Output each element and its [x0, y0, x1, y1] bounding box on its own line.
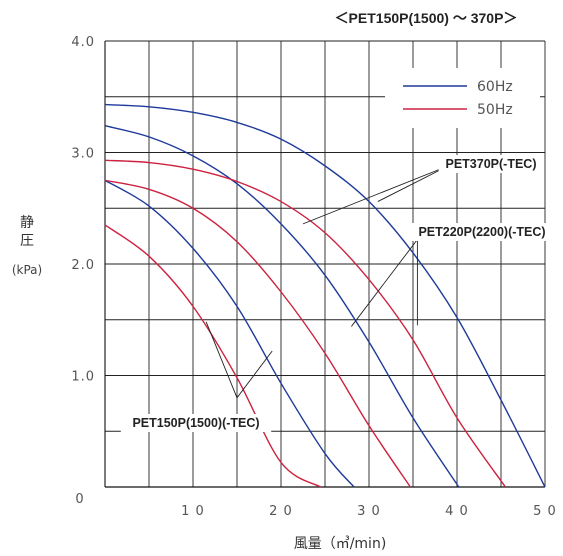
x-tick-label: 0	[75, 492, 84, 507]
annotation-leader-line	[377, 165, 449, 202]
annotation-leader-line	[302, 165, 449, 225]
annotations: PET370P(-TEC) PET220P(2200)(-TEC) PET150P(…	[120, 155, 558, 432]
annotation-label-bg	[120, 414, 272, 432]
y-axis-label: 静 圧 (kPa)	[12, 215, 42, 277]
series-line-pet220p-2200-tec-hz50	[104, 179, 411, 488]
annotation-label-bg	[438, 155, 544, 173]
annotation-label: PET220P(2200)(-TEC)	[418, 225, 545, 239]
tick-labels: 1.0 2.0 3.0 4.0 0 1 0 2 0 3 0 4 0 5 0	[71, 35, 557, 519]
y-tick-label: 3.0	[71, 147, 95, 162]
legend-box	[385, 68, 540, 128]
legend-label-50hz: 50Hz	[477, 102, 513, 118]
x-axis-label: 風量（㎥/min)	[294, 536, 387, 552]
series-line-pet150p-1500-tec-hz60	[104, 179, 355, 488]
series-line-pet370p-tec-hz50	[104, 159, 506, 488]
series-line-pet220p-2200-tec-hz60	[104, 125, 460, 488]
x-tick-label: 1 0	[181, 504, 205, 519]
y-tick-label: 2.0	[71, 258, 95, 273]
y-tick-label: 4.0	[71, 35, 95, 50]
y-tick-label: 1.0	[71, 370, 95, 385]
annotation-leader-line	[236, 350, 273, 399]
series-line-pet150p-1500-tec-hz50	[104, 224, 321, 488]
series-line-pet370p-tec-hz60	[104, 103, 546, 488]
x-tick-label: 2 0	[269, 504, 293, 519]
annotation-label-bg	[406, 223, 558, 241]
annotation-label: PET150P(1500)(-TEC)	[132, 416, 259, 430]
x-tick-label: 3 0	[357, 504, 381, 519]
y-axis-label-char-2: 圧	[20, 233, 34, 249]
legend-label-60hz: 60Hz	[477, 79, 513, 95]
annotation-leader-line	[351, 239, 418, 327]
annotation-label: PET370P(-TEC)	[446, 157, 537, 171]
series-lines	[104, 103, 546, 488]
plot-frame	[104, 41, 545, 488]
legend: 60Hz 50Hz	[385, 68, 540, 128]
y-axis-label-char-1: 静	[20, 215, 34, 231]
x-tick-label: 5 0	[533, 504, 557, 519]
y-axis-unit: (kPa)	[12, 263, 42, 277]
chart-title: ＜PET150P(1500) ～ 370P＞	[335, 10, 518, 26]
x-tick-label: 4 0	[445, 504, 469, 519]
annotation-leader-line	[205, 321, 238, 398]
